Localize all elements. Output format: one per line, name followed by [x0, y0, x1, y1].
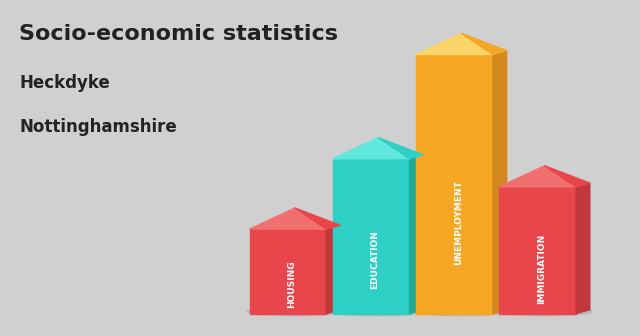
Polygon shape [416, 33, 493, 54]
Ellipse shape [497, 308, 593, 316]
Text: EDUCATION: EDUCATION [371, 230, 380, 289]
Text: Heckdyke: Heckdyke [19, 74, 110, 92]
Text: HOUSING: HOUSING [287, 260, 296, 308]
Polygon shape [410, 155, 424, 313]
Polygon shape [250, 229, 326, 313]
Polygon shape [250, 208, 326, 229]
Polygon shape [576, 183, 590, 313]
Polygon shape [378, 138, 424, 159]
Ellipse shape [247, 308, 343, 316]
Polygon shape [461, 33, 507, 54]
Polygon shape [416, 54, 493, 313]
Polygon shape [499, 166, 576, 187]
Text: IMMIGRATION: IMMIGRATION [537, 234, 546, 304]
Text: Nottinghamshire: Nottinghamshire [19, 118, 177, 136]
Polygon shape [499, 187, 576, 313]
Text: Socio-economic statistics: Socio-economic statistics [19, 24, 338, 44]
Polygon shape [333, 138, 410, 159]
Polygon shape [326, 225, 340, 313]
Text: UNEMPLOYMENT: UNEMPLOYMENT [454, 180, 463, 265]
Ellipse shape [330, 308, 426, 316]
Ellipse shape [413, 308, 509, 316]
Polygon shape [493, 51, 507, 313]
Polygon shape [545, 166, 590, 187]
Polygon shape [333, 159, 410, 313]
Polygon shape [295, 208, 340, 229]
